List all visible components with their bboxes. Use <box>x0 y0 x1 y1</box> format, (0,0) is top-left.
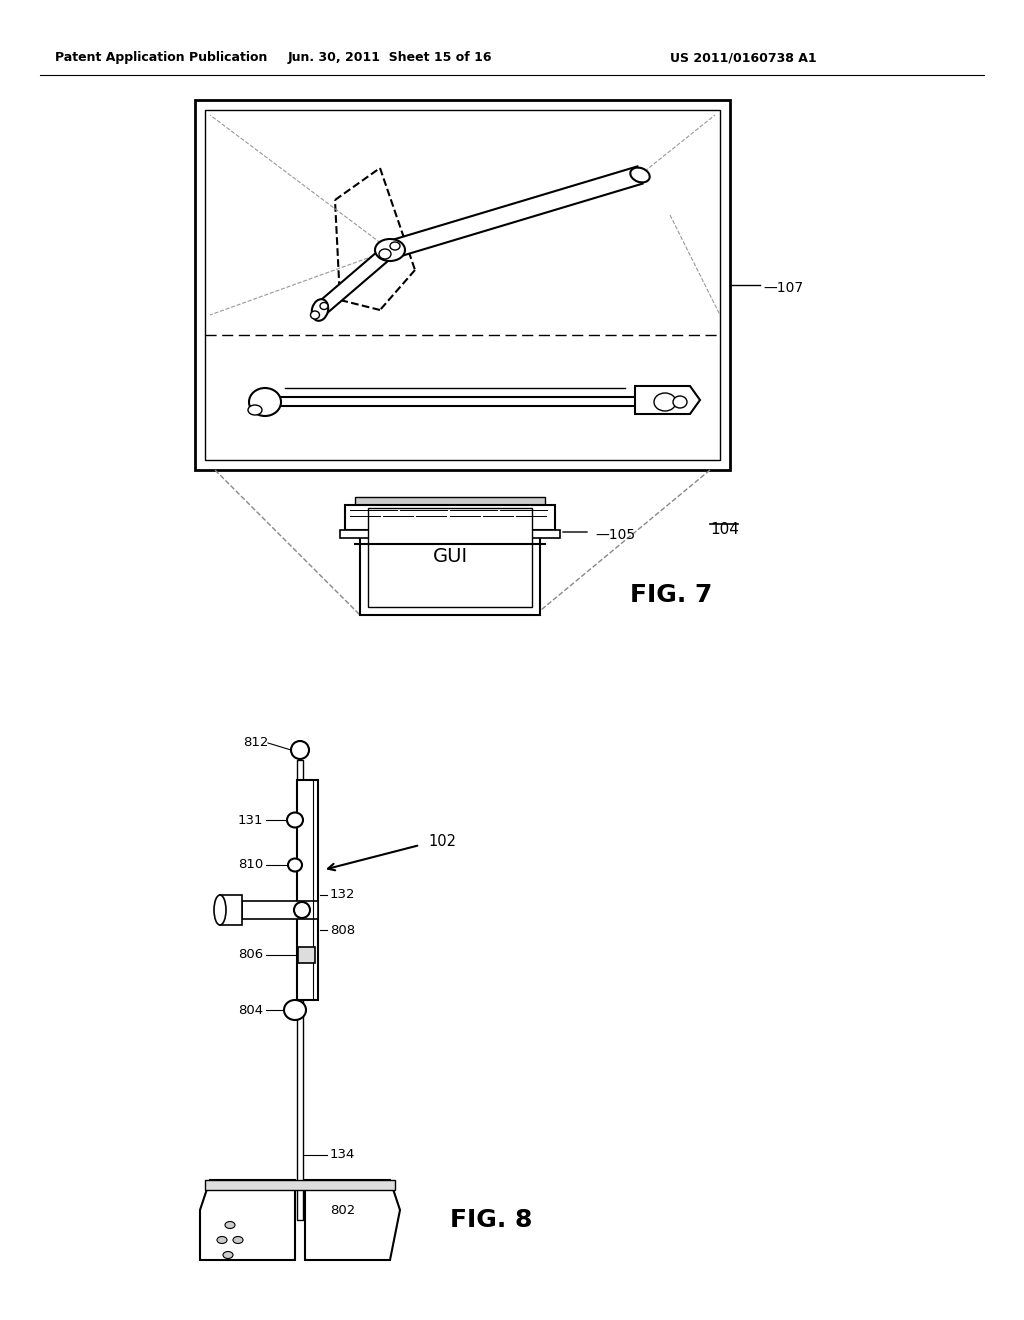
Text: 133: 133 <box>222 908 248 921</box>
Ellipse shape <box>673 396 687 408</box>
Ellipse shape <box>287 813 303 828</box>
Ellipse shape <box>311 300 329 321</box>
Ellipse shape <box>284 1001 306 1020</box>
Text: GUI: GUI <box>432 548 468 566</box>
Text: 802: 802 <box>330 1204 355 1217</box>
Text: US 2011/0160738 A1: US 2011/0160738 A1 <box>670 51 816 65</box>
Text: FIG. 8: FIG. 8 <box>450 1208 532 1232</box>
Text: —107: —107 <box>763 281 803 294</box>
Polygon shape <box>200 1180 295 1261</box>
Text: Jun. 30, 2011  Sheet 15 of 16: Jun. 30, 2011 Sheet 15 of 16 <box>288 51 493 65</box>
FancyBboxPatch shape <box>205 110 720 459</box>
Ellipse shape <box>217 1237 227 1243</box>
Ellipse shape <box>310 312 319 319</box>
FancyBboxPatch shape <box>360 500 540 615</box>
FancyBboxPatch shape <box>355 498 545 506</box>
FancyBboxPatch shape <box>298 946 315 964</box>
Text: 804: 804 <box>238 1003 263 1016</box>
Text: 134: 134 <box>330 1148 355 1162</box>
Text: Patent Application Publication: Patent Application Publication <box>55 51 267 65</box>
FancyBboxPatch shape <box>242 902 318 919</box>
FancyBboxPatch shape <box>297 780 318 1001</box>
Text: 810: 810 <box>238 858 263 871</box>
Ellipse shape <box>249 388 281 416</box>
Ellipse shape <box>248 405 262 414</box>
Ellipse shape <box>294 902 310 917</box>
Text: —105: —105 <box>595 528 635 543</box>
Text: 104: 104 <box>710 523 739 537</box>
Text: 812: 812 <box>243 737 268 750</box>
Ellipse shape <box>319 302 328 309</box>
FancyBboxPatch shape <box>340 531 560 539</box>
Ellipse shape <box>654 393 676 411</box>
Text: 806: 806 <box>238 949 263 961</box>
FancyBboxPatch shape <box>297 760 303 1220</box>
Ellipse shape <box>390 242 400 249</box>
Polygon shape <box>315 244 394 315</box>
Ellipse shape <box>379 249 391 259</box>
Ellipse shape <box>631 168 649 182</box>
Ellipse shape <box>375 239 406 261</box>
Text: 132: 132 <box>330 888 355 902</box>
Ellipse shape <box>214 895 226 925</box>
Polygon shape <box>635 385 700 414</box>
Text: 808: 808 <box>330 924 355 936</box>
Ellipse shape <box>288 858 302 871</box>
Text: FIG. 7: FIG. 7 <box>630 583 713 607</box>
FancyBboxPatch shape <box>205 1180 395 1191</box>
Ellipse shape <box>223 1251 233 1258</box>
Ellipse shape <box>233 1237 243 1243</box>
Ellipse shape <box>225 1221 234 1229</box>
FancyBboxPatch shape <box>220 895 242 925</box>
Text: 102: 102 <box>428 834 456 850</box>
FancyBboxPatch shape <box>195 100 730 470</box>
FancyBboxPatch shape <box>368 508 532 607</box>
FancyBboxPatch shape <box>345 506 555 531</box>
Polygon shape <box>387 166 643 259</box>
Text: 131: 131 <box>238 813 263 826</box>
Polygon shape <box>305 1180 400 1261</box>
Ellipse shape <box>291 741 309 759</box>
